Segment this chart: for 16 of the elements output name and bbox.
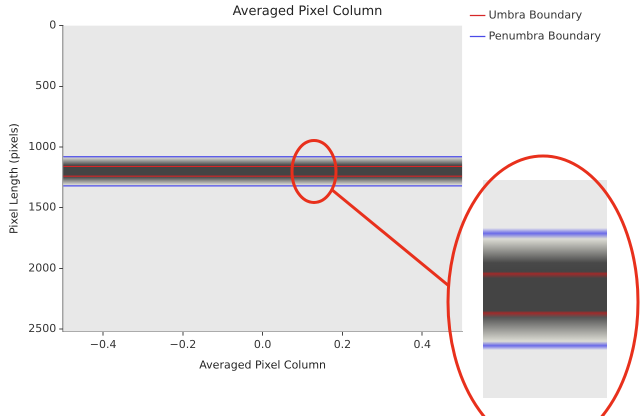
y-axis-title: Pixel Length (pixels): [7, 123, 20, 234]
y-tick-label: 2000: [28, 261, 56, 274]
chart-title: Averaged Pixel Column: [232, 4, 382, 20]
legend-label: Penumbra Boundary: [488, 29, 602, 42]
y-tick-label: 1500: [28, 200, 56, 214]
y-tick-label: 1000: [28, 140, 56, 153]
y-tick-label: 500: [35, 79, 56, 92]
y-tick-label: 2500: [28, 322, 56, 336]
x-axis-title: Averaged Pixel Column: [199, 358, 326, 372]
y-tick-label: 0: [49, 18, 56, 32]
x-tick-label: −0.2: [170, 338, 196, 352]
legend-label: Umbra Boundary: [488, 8, 583, 22]
x-tick-label: −0.4: [90, 338, 116, 352]
x-tick-label: 0.0: [254, 338, 272, 352]
x-tick-label: 0.2: [334, 338, 352, 352]
x-tick-label: 0.4: [413, 338, 431, 352]
